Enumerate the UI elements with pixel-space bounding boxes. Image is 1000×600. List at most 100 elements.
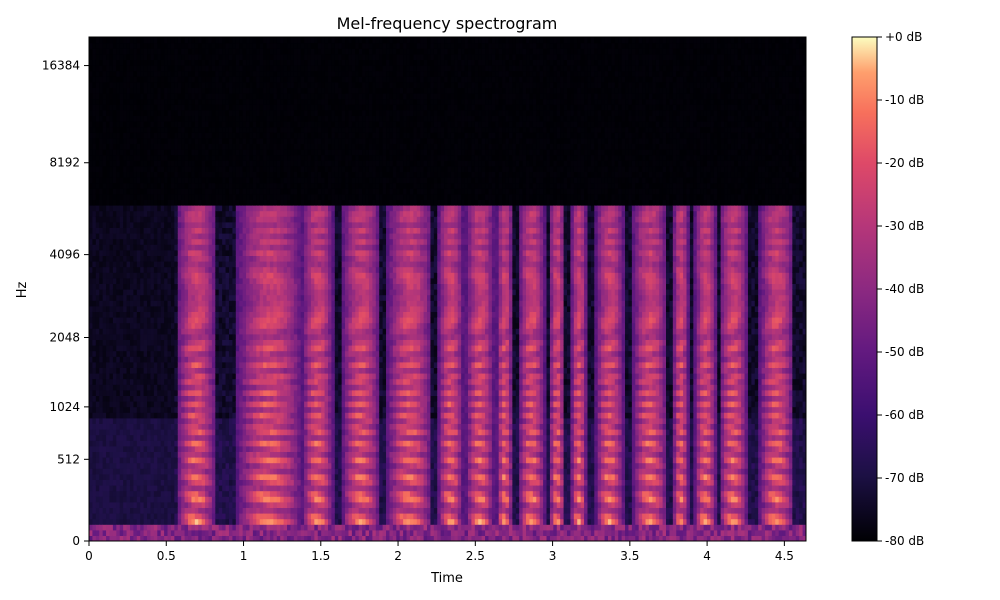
spectrogram-cell (198, 65, 203, 72)
spectrogram-cell (242, 417, 247, 424)
spectrogram-cell (269, 518, 274, 525)
spectrogram-cell (123, 305, 128, 312)
spectrogram-cell (269, 143, 274, 150)
spectrogram-cell (218, 518, 223, 525)
spectrogram-cell (263, 48, 268, 55)
spectrogram-cell (211, 205, 216, 212)
spectrogram-cell (123, 182, 128, 189)
spectrogram-cell (215, 238, 220, 245)
spectrogram-cell (269, 412, 274, 419)
spectrogram-cell (140, 48, 145, 55)
spectrogram-cell (143, 48, 148, 55)
spectrogram-cell (225, 42, 230, 49)
spectrogram-cell (136, 395, 141, 402)
spectrogram-cell (218, 322, 223, 329)
spectrogram-cell (232, 81, 237, 88)
spectrogram-cell (239, 193, 244, 200)
spectrogram-cell (215, 311, 220, 318)
spectrogram-cell (263, 205, 268, 212)
spectrogram-cell (232, 479, 237, 486)
spectrogram-cell (239, 350, 244, 357)
spectrogram-cell (106, 339, 111, 346)
spectrogram-cell (273, 412, 278, 419)
spectrogram-cell (153, 171, 158, 178)
spectrogram-cell (232, 87, 237, 94)
spectrogram-cell (150, 473, 155, 480)
spectrogram-cell (184, 59, 189, 66)
spectrogram-cell (198, 87, 203, 94)
spectrogram-cell (256, 311, 261, 318)
spectrogram-cell (170, 143, 175, 150)
spectrogram-cell (218, 132, 223, 139)
spectrogram-cell (228, 356, 233, 363)
spectrogram-cell (269, 182, 274, 189)
spectrogram-cell (256, 160, 261, 167)
spectrogram-cell (150, 104, 155, 111)
spectrogram-cell (102, 501, 107, 508)
spectrogram-cell (140, 367, 145, 374)
spectrogram-cell (129, 42, 134, 49)
spectrogram-cell (150, 389, 155, 396)
spectrogram-cell (109, 121, 114, 128)
spectrogram-cell (164, 356, 169, 363)
spectrogram-cell (211, 266, 216, 273)
spectrogram-cell (266, 300, 271, 307)
spectrogram-cell (222, 406, 227, 413)
spectrogram-cell (89, 272, 94, 279)
spectrogram-cell (276, 294, 281, 301)
spectrogram-cell (129, 160, 134, 167)
spectrogram-cell (143, 121, 148, 128)
spectrogram-cell (102, 350, 107, 357)
spectrogram-cell (225, 434, 230, 441)
spectrogram-cell (269, 221, 274, 228)
spectrogram-cell (184, 451, 189, 458)
spectrogram-cell (263, 277, 268, 284)
spectrogram-cell (89, 423, 94, 430)
spectrogram-cell (153, 272, 158, 279)
spectrogram-cell (228, 48, 233, 55)
spectrogram-cell (273, 490, 278, 497)
spectrogram-cell (201, 233, 206, 240)
spectrogram-cell (181, 485, 186, 492)
spectrogram-cell (133, 149, 138, 156)
spectrogram-cell (99, 210, 104, 217)
spectrogram-cell (95, 87, 100, 94)
spectrogram-cell (259, 479, 264, 486)
spectrogram-cell (89, 53, 94, 60)
spectrogram-cell (174, 412, 179, 419)
spectrogram-cell (201, 462, 206, 469)
spectrogram-cell (242, 451, 247, 458)
spectrogram-cell (119, 350, 124, 357)
spectrogram-cell (164, 53, 169, 60)
spectrogram-cell (194, 496, 199, 503)
spectrogram-cell (160, 171, 165, 178)
spectrogram-cell (170, 417, 175, 424)
spectrogram-cell (239, 53, 244, 60)
spectrogram-cell (167, 283, 172, 290)
spectrogram-cell (143, 137, 148, 144)
spectrogram-cell (188, 345, 193, 352)
spectrogram-cell (147, 115, 152, 122)
spectrogram-cell (181, 339, 186, 346)
spectrogram-cell (184, 272, 189, 279)
spectrogram-cell (205, 317, 210, 324)
spectrogram-cell (211, 412, 216, 419)
spectrogram-cell (205, 322, 210, 329)
spectrogram-cell (123, 188, 128, 195)
spectrogram-cell (164, 322, 169, 329)
spectrogram-cell (266, 468, 271, 475)
spectrogram-cell (160, 244, 165, 251)
spectrogram-cell (256, 457, 261, 464)
spectrogram-cell (198, 104, 203, 111)
spectrogram-cell (228, 317, 233, 324)
spectrogram-cell (126, 317, 131, 324)
spectrogram-cell (198, 238, 203, 245)
spectrogram-cell (269, 98, 274, 105)
spectrogram-cell (222, 367, 227, 374)
spectrogram-cell (174, 154, 179, 161)
spectrogram-cell (147, 53, 152, 60)
spectrogram-cell (89, 535, 94, 541)
spectrogram-cell (140, 445, 145, 452)
spectrogram-cell (228, 339, 233, 346)
spectrogram-cell (167, 249, 172, 256)
